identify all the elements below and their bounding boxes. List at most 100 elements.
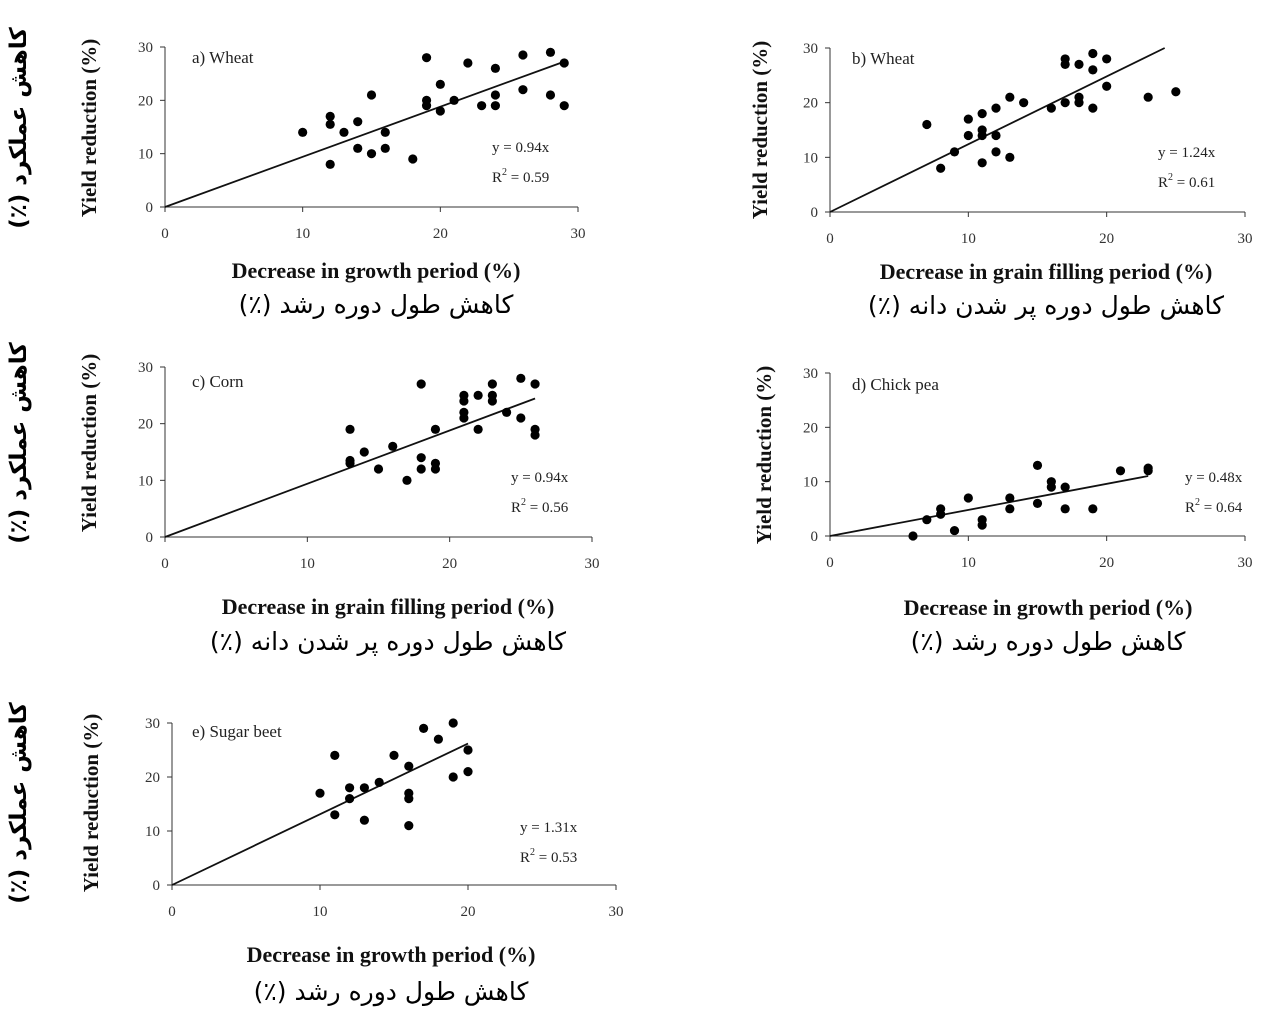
data-point [408, 154, 418, 164]
data-point [380, 143, 390, 153]
data-point [1046, 482, 1056, 492]
y-tick-label: 10 [803, 150, 818, 166]
y-axis-label-persian: کاهش عملکرد (٪) [6, 342, 32, 544]
chart-panel-d: 0 10 20 30 0 10 20 30 d) Chick pea y = 0.48x R2 = … [752, 366, 1253, 657]
data-point [402, 475, 412, 485]
data-point [416, 453, 426, 463]
x-tick-label: 30 [1238, 231, 1253, 247]
data-point [1005, 504, 1015, 514]
data-point [991, 103, 1001, 113]
data-point [518, 50, 528, 60]
y-tick-label: 0 [153, 878, 161, 894]
x-tick-label: 30 [585, 556, 600, 572]
data-point [459, 413, 469, 423]
data-point [545, 90, 556, 100]
data-point [448, 718, 458, 728]
r-squared-label: R2 = 0.64 [1185, 497, 1243, 516]
y-axis-label: Yield reduction (%) [77, 39, 101, 218]
data-point [502, 407, 512, 417]
data-point [545, 47, 556, 57]
y-axis-label: Yield reduction (%) [79, 714, 103, 893]
x-tick-label: 10 [961, 555, 976, 571]
data-point [1088, 103, 1098, 113]
data-point [490, 90, 500, 100]
y-tick-label: 30 [803, 366, 818, 382]
data-point [353, 143, 363, 153]
chart-panel-c: 0 10 20 30 0 10 20 30 c) Corn y = 0.94x R2 = 0.56 D… [6, 342, 600, 657]
data-point [487, 396, 497, 406]
data-point [949, 147, 960, 157]
data-point [559, 58, 569, 68]
data-point [991, 130, 1001, 141]
chart-panel-b: 0 10 20 30 0 10 20 30 b) Wheat y = 1.24x R2 = 0.61… [748, 41, 1253, 321]
x-axis-label-persian: کاهش طول دوره پر شدن دانه (٪) [210, 627, 566, 657]
data-point [404, 821, 414, 831]
x-axis-label-persian: کاهش طول دوره رشد (٪) [239, 290, 514, 320]
y-axis-label: Yield reduction (%) [752, 366, 776, 545]
data-point [477, 101, 487, 111]
x-tick-label: 0 [826, 231, 834, 247]
data-point [1102, 54, 1112, 64]
regression-equation: y = 0.48x [1185, 470, 1243, 486]
data-point [345, 794, 355, 804]
y-tick-label: 30 [145, 716, 160, 732]
data-point [1115, 466, 1126, 476]
data-point [1046, 103, 1056, 113]
regression-equation: y = 1.31x [520, 820, 578, 836]
y-tick-label: 10 [138, 147, 153, 163]
y-tick-label: 30 [138, 40, 153, 56]
data-point [430, 424, 441, 434]
data-point [374, 777, 384, 788]
y-axis-label: Yield reduction (%) [748, 41, 772, 220]
x-tick-label: 20 [1099, 231, 1114, 247]
x-tick-label: 10 [300, 556, 315, 572]
x-tick-label: 10 [295, 226, 310, 242]
data-point [963, 114, 973, 124]
data-point [339, 127, 349, 137]
x-tick-label: 0 [161, 226, 169, 242]
data-point [908, 531, 918, 541]
y-tick-label: 10 [803, 475, 818, 491]
data-point [359, 783, 369, 793]
y-tick-label: 30 [803, 41, 818, 57]
data-point [490, 101, 500, 111]
data-point [419, 723, 429, 734]
data-point [559, 101, 569, 111]
data-point [949, 525, 960, 536]
y-axis-label: Yield reduction (%) [77, 354, 101, 533]
data-point [404, 794, 414, 804]
data-point [430, 464, 441, 474]
data-point [380, 127, 390, 137]
data-point [1074, 59, 1084, 69]
x-axis-label-persian: کاهش طول دوره رشد (٪) [254, 977, 529, 1007]
data-point [991, 147, 1001, 157]
x-tick-label: 0 [826, 555, 834, 571]
data-point [1143, 466, 1153, 476]
y-tick-label: 20 [803, 96, 818, 112]
data-point [1060, 98, 1070, 108]
data-point [330, 810, 340, 820]
x-axis-label: Decrease in growth period (%) [247, 942, 536, 967]
x-axis-label: Decrease in grain filling period (%) [222, 594, 555, 619]
data-point [1005, 152, 1015, 162]
panel-label: c) Corn [192, 372, 244, 391]
data-point [487, 379, 497, 389]
y-tick-label: 30 [138, 360, 153, 376]
y-tick-label: 0 [146, 530, 154, 546]
data-point [359, 447, 369, 457]
regression-equation: y = 1.24x [1158, 145, 1216, 161]
data-point [325, 119, 335, 129]
data-point [1005, 493, 1015, 503]
y-tick-label: 0 [146, 200, 154, 216]
y-tick-label: 20 [145, 770, 160, 786]
data-point [463, 767, 473, 777]
y-tick-label: 20 [803, 420, 818, 436]
data-point [325, 111, 335, 121]
data-point [1005, 92, 1015, 102]
data-point [366, 90, 377, 100]
regression-equation: y = 0.94x [492, 140, 550, 156]
data-point [473, 424, 483, 434]
data-point [345, 783, 355, 793]
x-tick-label: 0 [161, 556, 169, 572]
data-point [1102, 81, 1112, 91]
